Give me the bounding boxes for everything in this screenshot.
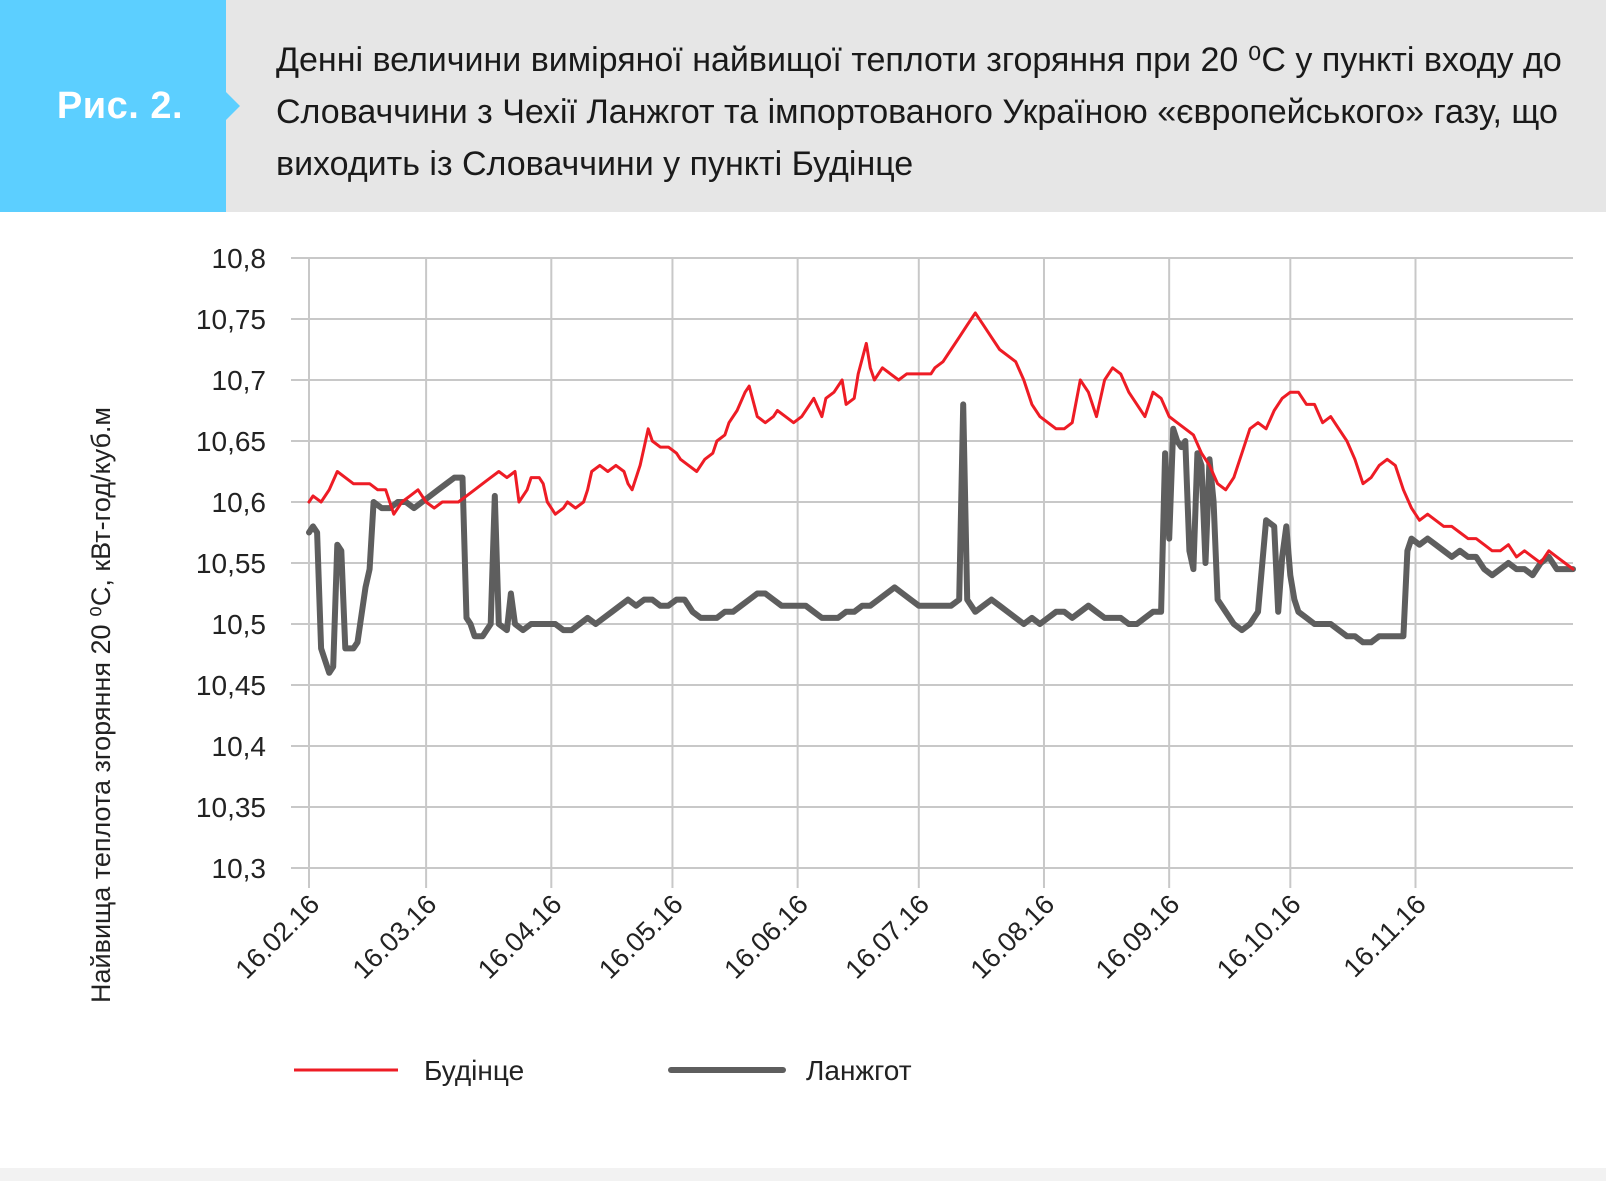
y-axis-ticks: 10,8 10,75 10,7 10,65 10,6 10,55 10,5 10,45 10,4… (196, 243, 266, 884)
y-tick-label: 10,5 (212, 609, 267, 640)
y-tick-label: 10,35 (196, 792, 266, 823)
x-tick-label: 16.03.16 (347, 889, 443, 985)
y-axis-label: Найвища теплота згоряння 20 ⁰С, кВт-год/… (86, 407, 116, 1003)
x-tick-label: 16.08.16 (965, 889, 1061, 985)
x-tick-label: 16.02.16 (230, 889, 326, 985)
x-tick-label: 16.09.16 (1090, 889, 1186, 985)
chart-panel: 10,8 10,75 10,7 10,65 10,6 10,55 10,5 10,45 10,4… (0, 212, 1606, 1181)
badge-shape (0, 0, 240, 212)
x-tick-label: 16.05.16 (593, 889, 689, 985)
y-tick-label: 10,6 (212, 487, 267, 518)
x-tick-label: 16.10.16 (1211, 889, 1307, 985)
x-tick-label: 16.07.16 (839, 889, 935, 985)
y-tick-label: 10,8 (212, 243, 267, 274)
x-axis-ticks: 16.02.16 16.03.16 16.04.16 16.05.16 16.06.16… (230, 889, 1432, 985)
line-chart: 10,8 10,75 10,7 10,65 10,6 10,55 10,5 10,45 10,4… (86, 243, 1576, 1086)
chart-grid (291, 257, 1573, 888)
chart-legend: Будінце Ланжгот (294, 1055, 912, 1086)
legend-label-budince: Будінце (424, 1055, 524, 1086)
y-tick-label: 10,45 (196, 670, 266, 701)
bottom-strip (0, 1168, 1606, 1181)
figure-title: Денні величини виміряної найвищої теплот… (276, 41, 1562, 183)
y-tick-label: 10,75 (196, 304, 266, 335)
y-tick-label: 10,55 (196, 548, 266, 579)
legend-label-lanzhot: Ланжгот (806, 1055, 912, 1086)
y-tick-label: 10,4 (212, 731, 267, 762)
y-tick-label: 10,7 (212, 365, 267, 396)
figure-header: Рис. 2. Денні величини виміряної найвищо… (0, 0, 1606, 212)
x-tick-label: 16.11.16 (1338, 889, 1432, 983)
x-tick-label: 16.04.16 (472, 889, 568, 985)
series-line-lanzhot (306, 401, 1576, 676)
figure-badge: Рис. 2. (0, 0, 240, 212)
y-tick-label: 10,65 (196, 426, 266, 457)
chart-series (306, 311, 1576, 676)
x-tick-label: 16.06.16 (718, 889, 814, 985)
figure-label: Рис. 2. (56, 84, 184, 127)
series-line-budince (307, 311, 1575, 571)
y-tick-label: 10,3 (212, 853, 267, 884)
